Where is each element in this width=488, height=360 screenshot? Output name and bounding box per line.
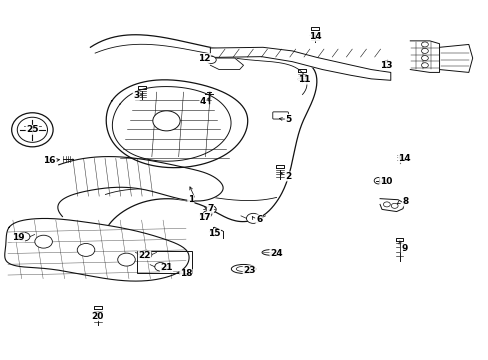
Text: 2: 2 — [285, 172, 291, 181]
Circle shape — [203, 211, 211, 217]
Text: 22: 22 — [138, 251, 150, 260]
Circle shape — [373, 177, 382, 184]
Circle shape — [383, 202, 389, 207]
Text: 24: 24 — [269, 249, 282, 258]
Text: 18: 18 — [180, 269, 192, 278]
Ellipse shape — [262, 249, 280, 255]
Polygon shape — [379, 199, 404, 212]
Circle shape — [153, 111, 180, 131]
Text: 14: 14 — [397, 154, 410, 163]
Circle shape — [206, 56, 216, 63]
Circle shape — [140, 250, 152, 259]
Text: 11: 11 — [297, 75, 309, 84]
Polygon shape — [439, 44, 472, 72]
Text: 25: 25 — [26, 125, 39, 134]
Text: 21: 21 — [160, 264, 172, 273]
Polygon shape — [409, 41, 439, 72]
Circle shape — [206, 206, 216, 213]
Circle shape — [77, 243, 95, 256]
Circle shape — [421, 63, 427, 68]
Text: 12: 12 — [198, 54, 210, 63]
Circle shape — [118, 253, 135, 266]
Text: 19: 19 — [12, 233, 24, 242]
Text: 10: 10 — [379, 177, 391, 186]
Text: 16: 16 — [43, 156, 56, 165]
Text: 13: 13 — [379, 61, 391, 70]
Text: 5: 5 — [285, 114, 291, 123]
Text: 20: 20 — [91, 312, 103, 321]
Polygon shape — [210, 47, 390, 80]
Text: 1: 1 — [187, 195, 194, 204]
Circle shape — [18, 232, 30, 241]
Text: 4: 4 — [200, 96, 206, 105]
Polygon shape — [106, 80, 247, 168]
Text: 15: 15 — [207, 229, 220, 238]
Text: 17: 17 — [198, 213, 210, 222]
Ellipse shape — [12, 113, 53, 147]
Ellipse shape — [231, 265, 255, 273]
Text: 7: 7 — [207, 204, 213, 213]
Text: 6: 6 — [256, 215, 262, 224]
Polygon shape — [58, 157, 223, 217]
Polygon shape — [210, 58, 243, 69]
Text: 3: 3 — [133, 91, 139, 100]
Circle shape — [246, 213, 260, 224]
Text: 8: 8 — [402, 197, 407, 206]
Bar — [137, 251, 191, 273]
Polygon shape — [5, 219, 189, 281]
FancyBboxPatch shape — [272, 112, 288, 119]
Circle shape — [35, 235, 52, 248]
Circle shape — [390, 203, 397, 208]
Circle shape — [155, 262, 166, 271]
Text: 9: 9 — [401, 244, 407, 253]
Circle shape — [421, 55, 427, 60]
Circle shape — [421, 42, 427, 47]
Text: 14: 14 — [308, 32, 321, 41]
Circle shape — [421, 48, 427, 53]
Text: 23: 23 — [243, 266, 255, 275]
